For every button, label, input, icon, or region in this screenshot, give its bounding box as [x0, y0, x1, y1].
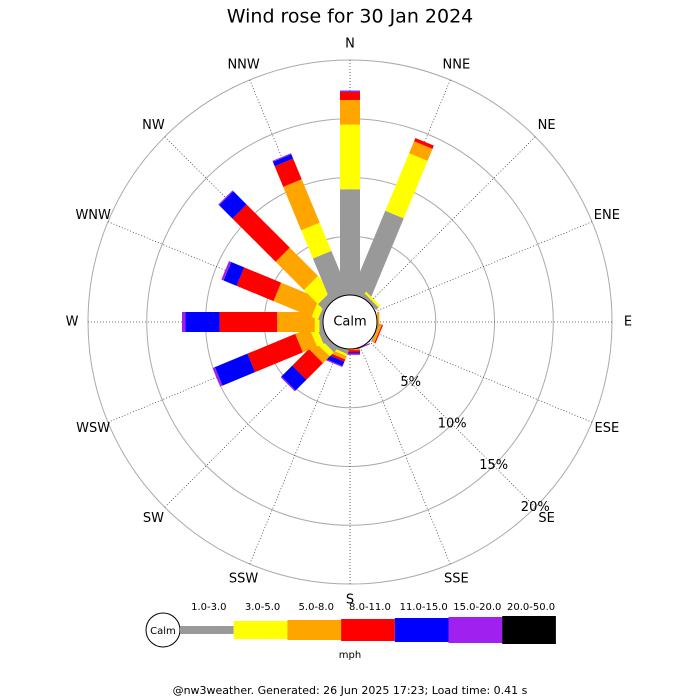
legend-label: 11.0-15.0 [400, 602, 448, 613]
rose-segment [277, 312, 315, 332]
rose-segment [274, 158, 302, 187]
rose-segment [247, 333, 303, 373]
rose-segment [182, 312, 186, 332]
rose-segment [218, 190, 234, 206]
direction-label: N [345, 37, 355, 52]
legend-label: 20.0-50.0 [507, 602, 555, 613]
rose-segment [221, 261, 232, 281]
direction-label: SE [538, 511, 554, 526]
direction-label: E [624, 315, 632, 330]
rose-segment [295, 328, 317, 353]
rose-segment [351, 210, 404, 301]
direction-label: W [66, 315, 79, 330]
legend-calm-label: Calm [150, 626, 176, 637]
direction-label: NW [142, 118, 165, 133]
footer: @nw3weather. Generated: 26 Jun 2025 17:2… [173, 684, 528, 697]
rose-segment [340, 99, 360, 125]
rose-segment [301, 222, 332, 259]
direction-label: NE [538, 118, 556, 133]
spoke [359, 346, 451, 565]
rose-segment [385, 153, 428, 219]
direction-label: S [346, 593, 354, 608]
rose-segment [340, 91, 360, 92]
legend-label: 15.0-20.0 [453, 602, 501, 613]
direction-label: SSE [444, 571, 469, 586]
rose-segment [340, 91, 360, 100]
direction-label: NNE [443, 58, 471, 73]
rose-segment [414, 137, 434, 149]
direction-label: NNW [227, 58, 259, 73]
rose-segment [340, 189, 360, 295]
rose-segment [272, 154, 294, 167]
legend-swatch [502, 616, 556, 644]
rose-segment [236, 267, 282, 302]
rose-segment [272, 153, 292, 162]
rose-segment [292, 348, 324, 380]
direction-label: SSW [229, 571, 259, 586]
rose-segment [273, 282, 320, 317]
spoke [374, 221, 593, 313]
direction-label: ESE [594, 421, 619, 436]
calm-circle [322, 294, 378, 350]
legend-label: 3.0-5.0 [245, 602, 280, 613]
rose-segment [324, 353, 345, 366]
rose-segment [223, 261, 245, 286]
ring-label: 15% [479, 458, 508, 473]
rose-segment [340, 90, 360, 92]
legend-swatch [233, 621, 288, 639]
rose-segment [340, 124, 360, 190]
legend-swatch [448, 617, 503, 643]
spoke [368, 340, 536, 508]
spoke [249, 346, 341, 565]
rose-segment [280, 376, 296, 392]
rose-segment [232, 204, 290, 262]
rose-segment [374, 324, 384, 344]
rose-segment [214, 353, 256, 386]
calm-label: Calm [333, 315, 366, 330]
ring-label: 10% [438, 417, 467, 432]
rose-segment [281, 365, 307, 391]
rose-segment [323, 358, 343, 368]
legend-swatch [341, 619, 395, 641]
rose-segment [409, 141, 433, 161]
rose-segment [219, 191, 247, 219]
rose-segment [212, 367, 223, 387]
spoke [368, 136, 536, 304]
rose-segment [362, 293, 379, 310]
rose-segment [185, 312, 220, 332]
rose-segment [372, 323, 383, 343]
direction-label: ENE [594, 208, 620, 223]
rose-segment [283, 179, 320, 231]
legend-unit: mph [339, 650, 361, 661]
legend-label: 5.0-8.0 [299, 602, 334, 613]
legend-label: 1.0-3.0 [191, 602, 226, 613]
spoke [374, 331, 593, 423]
ring-label: 20% [521, 500, 550, 515]
legend-swatch [394, 618, 449, 642]
ring-label: 5% [400, 375, 421, 390]
legend-label: 8.0-11.0 [349, 602, 391, 613]
rose-segment [364, 291, 381, 308]
direction-label: WSW [76, 421, 110, 436]
rose-segment [275, 247, 319, 291]
rose-segment [371, 323, 380, 343]
chart-title: Wind rose for 30 Jan 2024 [227, 6, 474, 28]
rose-segment [219, 312, 278, 332]
direction-label: SW [143, 511, 164, 526]
legend-swatch [180, 626, 234, 634]
rose-segment [312, 250, 349, 301]
legend-swatch [287, 620, 342, 640]
direction-label: WNW [75, 208, 111, 223]
